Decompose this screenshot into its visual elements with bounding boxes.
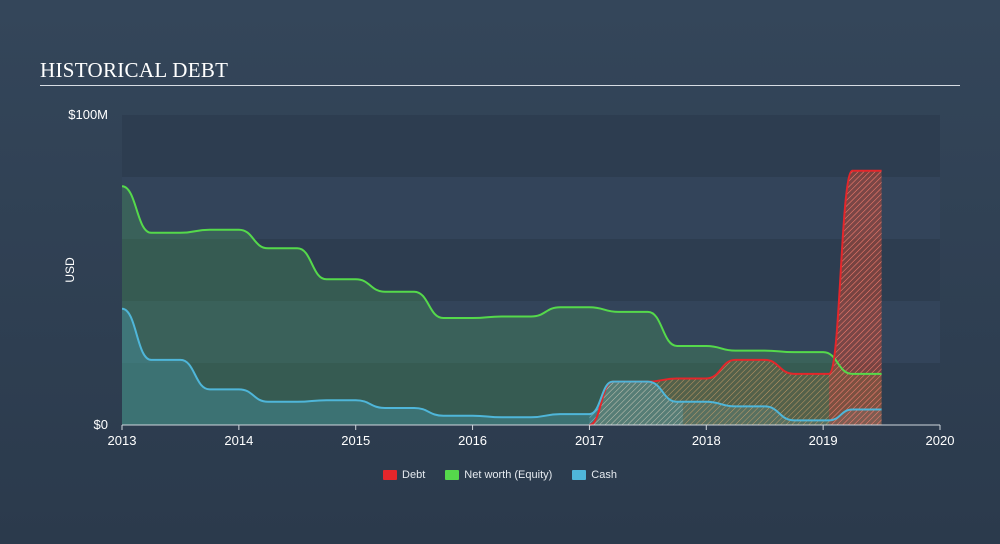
legend-swatch xyxy=(383,470,398,480)
equity-area xyxy=(122,186,882,425)
x-tick-label: 2015 xyxy=(341,433,370,448)
legend-item[interactable]: Net worth (Equity) xyxy=(445,469,552,481)
debt-spike-area xyxy=(828,170,882,425)
plot-band xyxy=(122,115,940,177)
x-tick-label: 2014 xyxy=(224,433,253,448)
series-areas xyxy=(122,170,882,425)
y-tick-label: $0 xyxy=(94,417,108,432)
equity-line xyxy=(121,185,882,375)
x-tick-label: 2013 xyxy=(108,433,137,448)
legend-label: Cash xyxy=(591,469,617,481)
x-tick-label: 2018 xyxy=(692,433,721,448)
legend-swatch xyxy=(445,470,460,480)
legend-label: Debt xyxy=(402,469,426,481)
title-divider xyxy=(40,85,960,86)
legend-swatch xyxy=(572,470,587,480)
page-title: HISTORICAL DEBT xyxy=(40,58,229,82)
legend: Debt Net worth (Equity) Cash xyxy=(0,469,1000,481)
cash-area xyxy=(122,308,882,425)
legend-label: Net worth (Equity) xyxy=(464,469,553,481)
x-tick-label: 2017 xyxy=(575,433,604,448)
x-tick-label: 2019 xyxy=(809,433,838,448)
plot-band xyxy=(122,239,940,301)
y-tick-label: $100M xyxy=(68,107,108,122)
y-axis-title: USD xyxy=(63,257,77,283)
x-tick-label: 2016 xyxy=(458,433,487,448)
legend-item[interactable]: Cash xyxy=(572,469,617,481)
series-lines xyxy=(121,169,882,426)
legend-item[interactable]: Debt xyxy=(383,469,425,481)
axes: 2013 2014 2015 2016 2017 2018 2019 2020 $0 $100M xyxy=(68,107,954,448)
plot-band xyxy=(122,177,940,239)
cash-hatch-area xyxy=(589,381,683,425)
cash-line xyxy=(121,307,882,422)
x-tick-label: 2020 xyxy=(926,433,955,448)
